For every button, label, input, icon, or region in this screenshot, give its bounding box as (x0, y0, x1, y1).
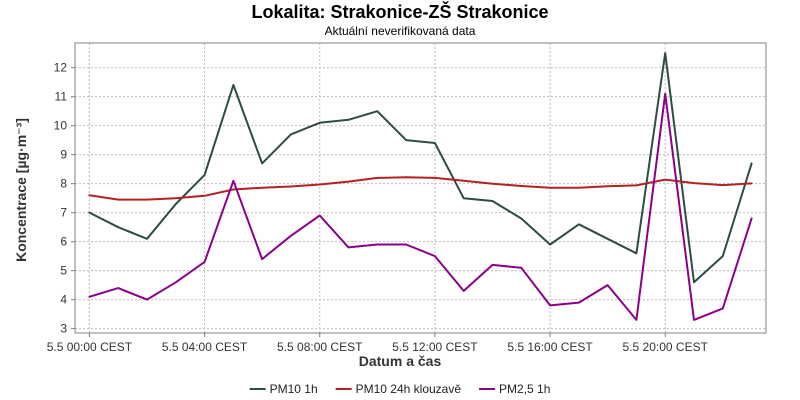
y-tick-label: 8 (60, 177, 67, 191)
chart-subtitle: Aktuální neverifikovaná data (325, 24, 476, 38)
x-tick-label: 5.5 20:00 CEST (623, 340, 709, 354)
y-tick-label: 12 (54, 61, 68, 75)
series-lines (88, 52, 753, 321)
legend-label: PM10 1h (270, 382, 318, 396)
x-tick-label: 5.5 04:00 CEST (162, 340, 248, 354)
legend-item: PM10 1h (249, 382, 318, 396)
y-tick-label: 4 (60, 293, 67, 307)
y-tick-label: 5 (60, 264, 67, 278)
y-tick-label: 7 (60, 206, 67, 220)
y-axis-label: Koncentrace [µg·m⁻³] (13, 118, 29, 262)
y-axis-ticks: 3 4 5 6 7 8 9 10 11 12 (54, 61, 75, 336)
series-line-2 (88, 176, 753, 201)
y-tick-label: 6 (60, 235, 67, 249)
x-tick-label: 5.5 00:00 CEST (47, 340, 133, 354)
legend-label: PM10 24h klouzavě (356, 382, 462, 396)
legend-item: PM10 24h klouzavě (335, 382, 462, 396)
x-tick-label: 5.5 16:00 CEST (507, 340, 593, 354)
x-axis-ticks: 5.5 00:00 CEST 5.5 04:00 CEST 5.5 08:00 CE… (47, 333, 709, 354)
x-axis-label: Datum a čas (359, 353, 442, 369)
legend-label: PM2,5 1h (499, 382, 550, 396)
y-tick-label: 3 (60, 322, 67, 336)
y-tick-label: 11 (55, 90, 68, 104)
y-tick-label: 9 (60, 148, 67, 162)
plot-frame (74, 42, 767, 334)
chart-title: Lokalita: Strakonice-ZŠ Strakonice (251, 1, 548, 22)
series-line-1 (88, 52, 753, 284)
x-tick-label: 5.5 12:00 CEST (392, 340, 478, 354)
gridlines (75, 43, 766, 333)
y-tick-label: 10 (54, 119, 68, 133)
legend-item: PM2,5 1h (479, 382, 550, 396)
series-line-3 (88, 92, 753, 321)
x-tick-label: 5.5 08:00 CEST (277, 340, 363, 354)
legend: PM10 1h PM10 24h klouzavě PM2,5 1h (249, 382, 550, 396)
